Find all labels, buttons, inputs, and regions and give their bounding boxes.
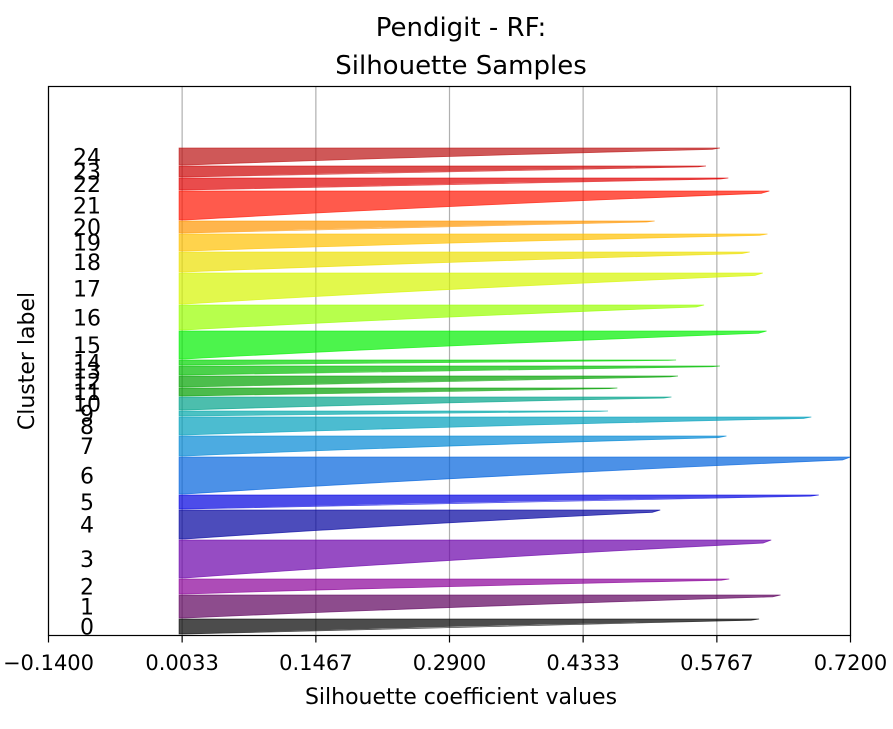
cluster-label-10: 10 <box>73 393 101 418</box>
cluster-band-16 <box>178 304 705 331</box>
cluster-band-17 <box>178 272 763 305</box>
cluster-label-8: 8 <box>80 415 94 440</box>
cluster-band-23 <box>178 165 706 178</box>
x-tick-label: 0.7200 <box>814 651 887 675</box>
cluster-band-10 <box>178 396 672 411</box>
cluster-label-22: 22 <box>73 173 101 198</box>
x-axis-label: Silhouette coefficient values <box>305 685 617 710</box>
y-axis-label: Cluster label <box>15 292 40 430</box>
cluster-band-14 <box>178 359 677 366</box>
cluster-label-15: 15 <box>73 334 101 359</box>
x-tick-label: 0.5767 <box>680 651 753 675</box>
cluster-band-1 <box>178 594 781 619</box>
cluster-label-12: 12 <box>73 371 101 396</box>
x-tick-label: 0.1467 <box>279 651 352 675</box>
cluster-label-11: 11 <box>73 381 101 406</box>
x-tick-label: 0.4333 <box>546 651 619 675</box>
chart-title-line-1: Pendigit - RF: <box>376 13 547 43</box>
cluster-band-7 <box>178 435 727 457</box>
cluster-label-17: 17 <box>73 278 101 303</box>
chart-title-line-2: Silhouette Samples <box>335 51 587 81</box>
cluster-band-5 <box>178 494 819 510</box>
cluster-band-6 <box>178 456 851 495</box>
cluster-band-22 <box>178 177 729 191</box>
x-tick-label: 0.2900 <box>413 651 486 675</box>
cluster-label-2: 2 <box>80 576 94 601</box>
cluster-band-12 <box>178 375 679 388</box>
cluster-label-3: 3 <box>80 548 94 573</box>
x-tick-label: 0.0033 <box>145 651 218 675</box>
cluster-band-8 <box>178 416 812 436</box>
cluster-band-19 <box>178 233 768 252</box>
cluster-band-24 <box>178 147 721 166</box>
x-tick-label: −0.1400 <box>3 651 94 675</box>
cluster-band-11 <box>178 387 618 397</box>
cluster-band-20 <box>178 220 655 234</box>
cluster-label-19: 19 <box>73 232 101 257</box>
cluster-label-0: 0 <box>80 616 94 641</box>
cluster-label-1: 1 <box>80 596 94 621</box>
cluster-band-0 <box>178 618 760 635</box>
cluster-band-2 <box>178 578 730 595</box>
cluster-label-21: 21 <box>73 195 101 220</box>
cluster-label-5: 5 <box>80 491 94 516</box>
cluster-label-4: 4 <box>80 514 94 539</box>
cluster-label-23: 23 <box>73 161 101 186</box>
cluster-label-18: 18 <box>73 251 101 276</box>
cluster-label-14: 14 <box>73 352 101 377</box>
cluster-label-6: 6 <box>80 465 94 490</box>
cluster-label-7: 7 <box>80 435 94 460</box>
cluster-label-9: 9 <box>80 403 94 428</box>
cluster-label-24: 24 <box>73 146 101 171</box>
x-axis-ticks: −0.1400 0.0033 0.1467 0.2900 0.4333 0.5767 0.7… <box>3 635 887 675</box>
cluster-band-9 <box>178 410 609 417</box>
cluster-band-13 <box>178 365 720 376</box>
cluster-band-15 <box>178 330 767 360</box>
cluster-band-21 <box>178 190 770 221</box>
cluster-label-20: 20 <box>73 216 101 241</box>
cluster-label-16: 16 <box>73 307 101 332</box>
cluster-label-13: 13 <box>73 360 101 385</box>
cluster-band-18 <box>178 251 750 273</box>
cluster-band-3 <box>178 539 772 579</box>
cluster-band-4 <box>178 509 661 540</box>
